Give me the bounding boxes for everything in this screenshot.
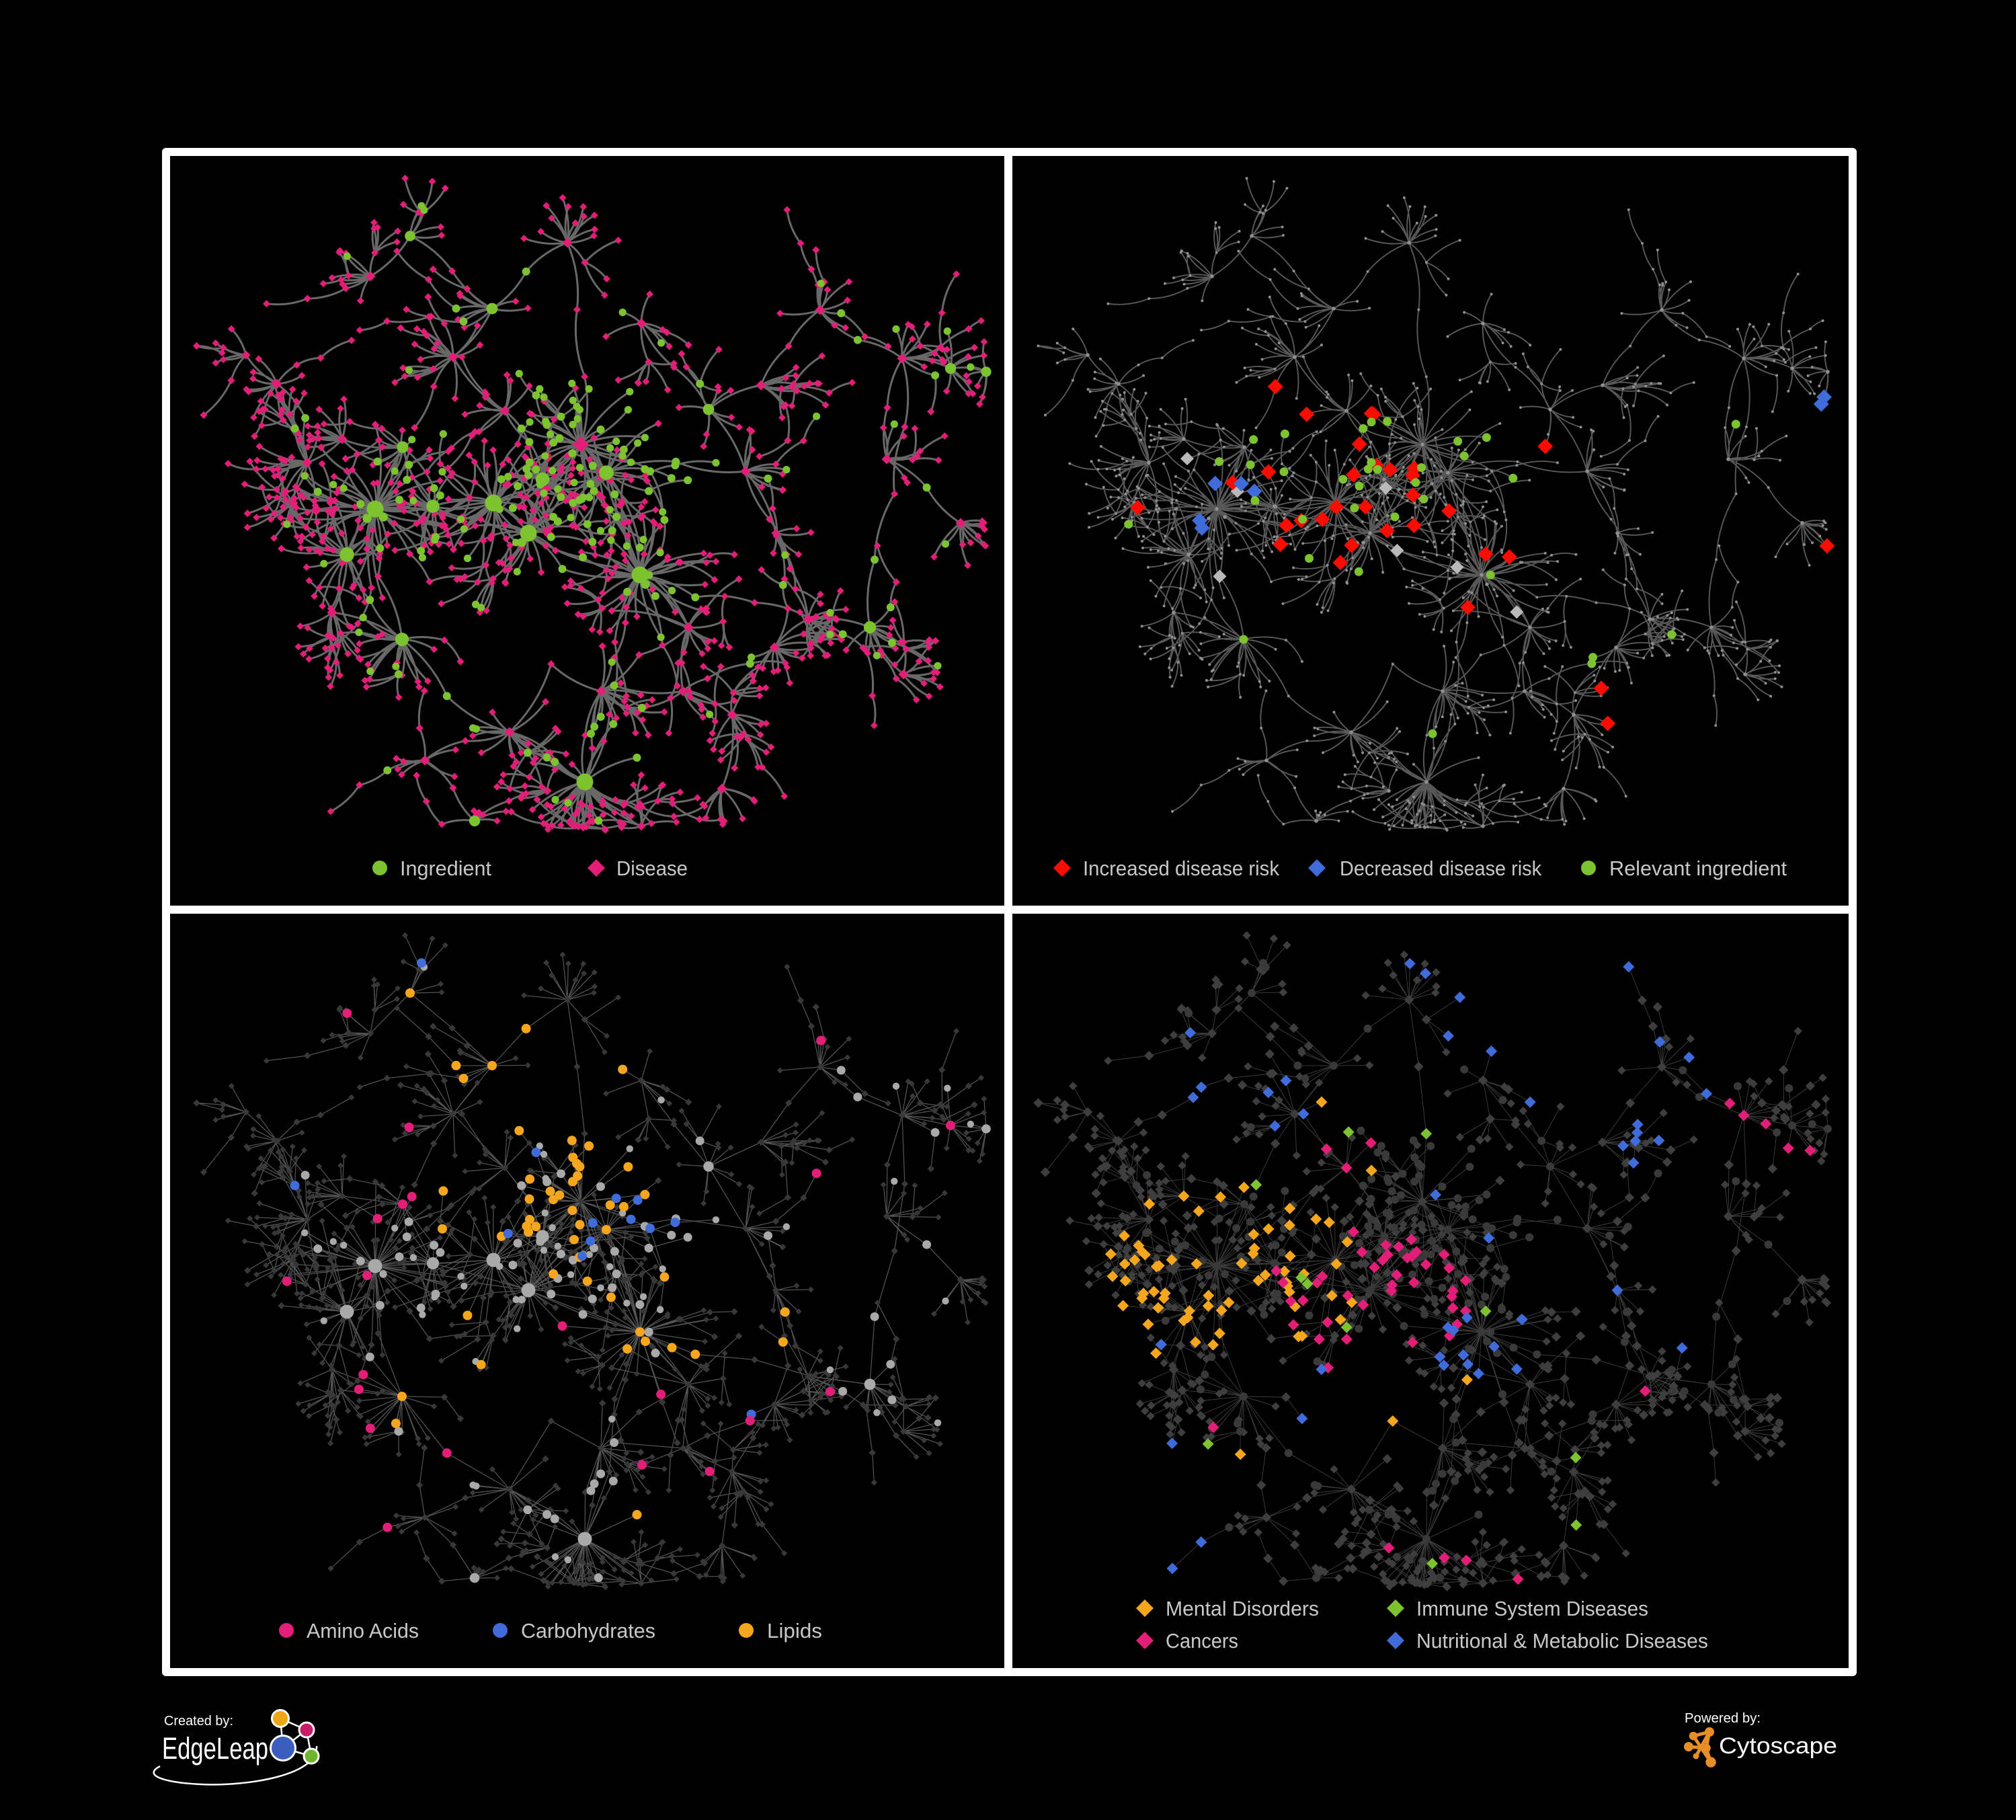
svg-text:Decreased disease risk: Decreased disease risk bbox=[1340, 857, 1541, 880]
svg-text:Immune System Diseases: Immune System Diseases bbox=[1416, 1597, 1648, 1620]
svg-text:Mental Disorders: Mental Disorders bbox=[1166, 1597, 1319, 1620]
svg-text:Disease: Disease bbox=[616, 857, 688, 880]
svg-text:Cytoscape: Cytoscape bbox=[1719, 1733, 1837, 1759]
svg-text:Amino Acids: Amino Acids bbox=[307, 1619, 419, 1643]
svg-text:Increased disease risk: Increased disease risk bbox=[1083, 857, 1279, 880]
svg-text:Carbohydrates: Carbohydrates bbox=[521, 1619, 655, 1643]
svg-text:EdgeLeap: EdgeLeap bbox=[162, 1731, 268, 1766]
svg-text:Cancers: Cancers bbox=[1166, 1629, 1238, 1653]
svg-text:Powered by:: Powered by: bbox=[1685, 1711, 1761, 1726]
svg-text:Lipids: Lipids bbox=[767, 1619, 822, 1643]
svg-text:Nutritional & Metabolic Diseas: Nutritional & Metabolic Diseases bbox=[1416, 1629, 1708, 1653]
svg-text:Ingredient: Ingredient bbox=[400, 857, 491, 880]
svg-text:Relevant ingredient: Relevant ingredient bbox=[1609, 857, 1787, 880]
svg-text:Created by:: Created by: bbox=[164, 1714, 233, 1729]
